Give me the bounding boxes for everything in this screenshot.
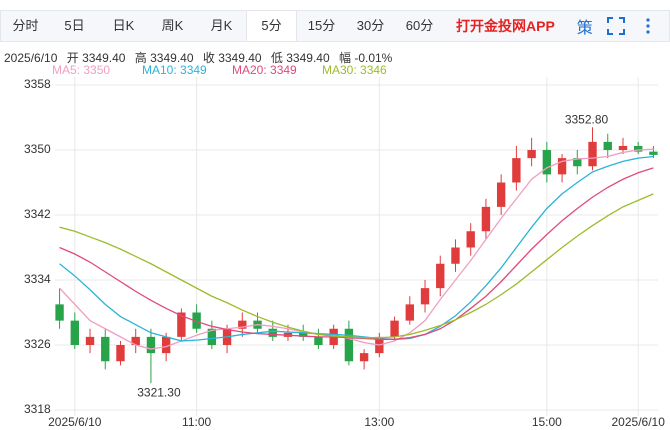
candle-body: [299, 332, 308, 337]
y-tick-label: 3318: [24, 402, 51, 416]
candle-body: [557, 158, 567, 175]
candle-body: [649, 151, 658, 155]
y-tick-label: 3350: [24, 142, 51, 156]
candle-body: [420, 288, 430, 305]
x-tick-label: 2025/6/10: [612, 415, 666, 429]
candle-body: [512, 158, 521, 183]
candle-body: [131, 336, 140, 345]
candle-body: [496, 182, 506, 207]
candle-body: [177, 312, 186, 337]
x-tick-label: 2025/6/10: [48, 415, 102, 429]
candle-body: [390, 320, 399, 337]
fullscreen-icon[interactable]: [606, 17, 625, 35]
high-label: 3352.80: [565, 112, 609, 126]
tab-active[interactable]: 5分: [246, 11, 297, 41]
candle-body: [161, 336, 171, 354]
tab[interactable]: 30分: [356, 18, 385, 33]
candle-body: [634, 145, 643, 152]
y-tick-label: 3358: [24, 77, 51, 91]
candle-body: [268, 328, 277, 337]
candle-body: [588, 141, 597, 167]
ma-line: [59, 155, 654, 342]
legend-entry: MA20: 3349: [232, 63, 297, 77]
y-tick-label: 3334: [24, 272, 51, 286]
y-tick-label: 3342: [24, 207, 51, 221]
tab[interactable]: 月K: [210, 18, 233, 33]
low-label: 3321.30: [137, 385, 181, 399]
quote-info: 2025/6/10 开 3349.40 高 3349.40 收 3349.40 …: [4, 49, 398, 66]
candle-body: [451, 247, 460, 264]
candle-body: [207, 328, 217, 345]
ma-line: [59, 193, 654, 339]
tab[interactable]: 15分: [307, 18, 336, 33]
tab-bar: 分时 5日 日K 周K 月K 5分 15分 30分 60分 打开金投网APP 策: [0, 10, 670, 42]
tab[interactable]: 60分: [405, 18, 434, 33]
menu-icon[interactable]: [639, 17, 657, 35]
candle-body: [101, 336, 110, 362]
close: 收 3349.40: [202, 51, 262, 65]
candle-body: [436, 263, 445, 289]
open: 开 3349.40: [66, 51, 126, 65]
candle-body: [192, 312, 201, 329]
candle-body: [238, 320, 247, 329]
change: 幅 -0.01%: [338, 51, 393, 65]
candle-body: [116, 345, 125, 362]
candle-body: [85, 336, 95, 345]
candle-body: [70, 320, 79, 345]
high: 高 3349.40: [134, 51, 194, 65]
legend-entry: MA5: 3350: [52, 63, 110, 77]
tab[interactable]: 周K: [161, 18, 184, 33]
date: 2025/6/10: [4, 51, 58, 65]
legend-entry: MA10: 3349: [142, 63, 207, 77]
candle-body: [344, 328, 354, 362]
x-tick-label: 13:00: [364, 415, 394, 429]
candle-body: [618, 145, 628, 150]
x-tick-label: 11:00: [182, 415, 211, 429]
ma-line: [59, 148, 654, 350]
candle-body: [573, 158, 582, 167]
tab[interactable]: 日K: [112, 18, 135, 33]
candle-body: [527, 150, 536, 159]
candle-body: [314, 336, 323, 345]
candle-body: [55, 304, 64, 321]
tab[interactable]: 分时: [12, 18, 39, 33]
y-tick-label: 3326: [24, 337, 51, 351]
x-tick-label: 15:00: [532, 415, 562, 429]
legend-entry: MA30: 3346: [322, 63, 387, 77]
strategy-button[interactable]: 策: [576, 20, 593, 37]
candle-body: [466, 231, 475, 248]
candle-body: [542, 150, 552, 175]
candle-body: [359, 353, 369, 362]
candle-body: [603, 141, 612, 150]
ma-line: [59, 167, 654, 340]
app-link[interactable]: 打开金投网APP: [456, 18, 555, 34]
candle-body: [481, 206, 491, 232]
tab[interactable]: 5日: [64, 18, 85, 33]
candle-body: [405, 304, 414, 321]
candle-body: [146, 336, 156, 354]
low: 低 3349.40: [270, 51, 330, 65]
